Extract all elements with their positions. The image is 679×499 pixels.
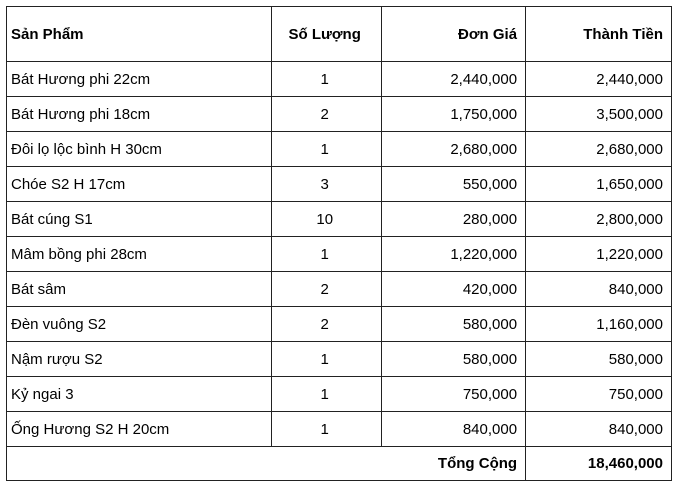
product-name-cell: Bát sâm [5, 271, 273, 307]
table-row: Chóe S2 H 17cm 3 550,000 1,650,000 [5, 166, 672, 202]
total-label: Tổng Cộng [5, 446, 527, 481]
table-row: Bát sâm 2 420,000 840,000 [5, 271, 672, 307]
table-row: Bát Hương phi 22cm 1 2,440,000 2,440,000 [5, 61, 672, 97]
table-row: Bát cúng S1 10 280,000 2,800,000 [5, 201, 672, 237]
quantity-cell: 1 [271, 376, 383, 412]
unit-price-cell: 580,000 [381, 341, 527, 377]
unit-price-cell: 1,750,000 [381, 96, 527, 132]
header-unit-price: Đơn Giá [381, 6, 527, 62]
amount-cell: 840,000 [525, 411, 672, 447]
product-name-cell: Nậm rượu S2 [5, 341, 273, 377]
product-name-cell: Mâm bồng phi 28cm [5, 236, 273, 272]
total-row: Tổng Cộng 18,460,000 [5, 446, 672, 481]
product-name-cell: Bát cúng S1 [5, 201, 273, 237]
amount-cell: 2,800,000 [525, 201, 672, 237]
amount-cell: 3,500,000 [525, 96, 672, 132]
amount-cell: 2,440,000 [525, 61, 672, 97]
amount-cell: 2,680,000 [525, 131, 672, 167]
header-quantity: Số Lượng [271, 6, 383, 62]
quantity-cell: 10 [271, 201, 383, 237]
quantity-cell: 1 [271, 341, 383, 377]
table-row: Mâm bồng phi 28cm 1 1,220,000 1,220,000 [5, 236, 672, 272]
quantity-cell: 1 [271, 236, 383, 272]
unit-price-cell: 420,000 [381, 271, 527, 307]
table-row: Ống Hương S2 H 20cm 1 840,000 840,000 [5, 411, 672, 447]
amount-cell: 1,650,000 [525, 166, 672, 202]
header-product: Sản Phẩm [5, 6, 273, 62]
product-name-cell: Bát Hương phi 18cm [5, 96, 273, 132]
product-name-cell: Ống Hương S2 H 20cm [5, 411, 273, 447]
table-row: Bát Hương phi 18cm 2 1,750,000 3,500,000 [5, 96, 672, 132]
unit-price-cell: 280,000 [381, 201, 527, 237]
product-name-cell: Chóe S2 H 17cm [5, 166, 273, 202]
total-value: 18,460,000 [525, 446, 672, 481]
header-amount: Thành Tiền [525, 6, 672, 62]
quantity-cell: 1 [271, 61, 383, 97]
amount-cell: 1,220,000 [525, 236, 672, 272]
product-name-cell: Đèn vuông S2 [5, 306, 273, 342]
unit-price-cell: 2,680,000 [381, 131, 527, 167]
unit-price-cell: 550,000 [381, 166, 527, 202]
amount-cell: 1,160,000 [525, 306, 672, 342]
quantity-cell: 1 [271, 411, 383, 447]
header-row: Sản Phẩm Số Lượng Đơn Giá Thành Tiền [5, 6, 672, 62]
table-row: Đèn vuông S2 2 580,000 1,160,000 [5, 306, 672, 342]
table-row: Kỷ ngai 3 1 750,000 750,000 [5, 376, 672, 412]
invoice-table: Sản Phẩm Số Lượng Đơn Giá Thành Tiền Bát… [5, 6, 672, 481]
amount-cell: 840,000 [525, 271, 672, 307]
amount-cell: 580,000 [525, 341, 672, 377]
quantity-cell: 2 [271, 271, 383, 307]
unit-price-cell: 840,000 [381, 411, 527, 447]
table-row: Nậm rượu S2 1 580,000 580,000 [5, 341, 672, 377]
unit-price-cell: 1,220,000 [381, 236, 527, 272]
unit-price-cell: 2,440,000 [381, 61, 527, 97]
table-row: Đôi lọ lộc bình H 30cm 1 2,680,000 2,680,00… [5, 131, 672, 167]
unit-price-cell: 580,000 [381, 306, 527, 342]
quantity-cell: 2 [271, 306, 383, 342]
product-name-cell: Đôi lọ lộc bình H 30cm [5, 131, 273, 167]
quantity-cell: 1 [271, 131, 383, 167]
product-name-cell: Kỷ ngai 3 [5, 376, 273, 412]
product-name-cell: Bát Hương phi 22cm [5, 61, 273, 97]
amount-cell: 750,000 [525, 376, 672, 412]
quantity-cell: 3 [271, 166, 383, 202]
unit-price-cell: 750,000 [381, 376, 527, 412]
quantity-cell: 2 [271, 96, 383, 132]
